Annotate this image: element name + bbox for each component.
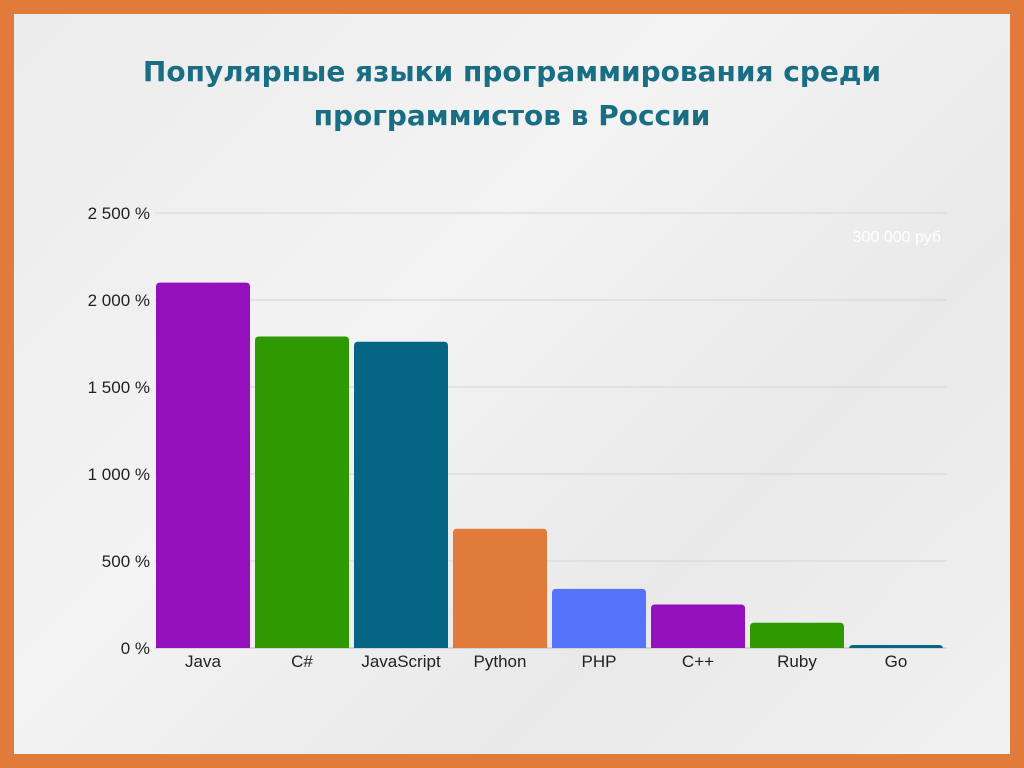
y-tick-label: 2 000 % bbox=[88, 291, 150, 310]
y-tick-label: 500 % bbox=[102, 552, 150, 571]
bar-c bbox=[651, 604, 745, 648]
chart-title: Популярные языки программирования среди … bbox=[0, 50, 1024, 138]
x-tick-label: Java bbox=[185, 652, 221, 671]
bar-java bbox=[156, 282, 250, 648]
x-tick-label: Go bbox=[885, 652, 908, 671]
x-tick-label: C# bbox=[291, 652, 313, 671]
bar-python bbox=[453, 528, 547, 648]
bar-php bbox=[552, 588, 646, 648]
y-tick-label: 2 500 % bbox=[88, 204, 150, 223]
x-tick-label: C++ bbox=[682, 652, 714, 671]
bar-c bbox=[255, 336, 349, 648]
x-tick-label: PHP bbox=[582, 652, 617, 671]
x-tick-label: Python bbox=[474, 652, 527, 671]
y-tick-label: 1 500 % bbox=[88, 378, 150, 397]
chart-title-line-2: программистов в России bbox=[313, 99, 711, 132]
bar-javascript bbox=[354, 341, 448, 648]
x-tick-label: Ruby bbox=[777, 652, 817, 671]
y-tick-label: 1 000 % bbox=[88, 465, 150, 484]
x-tick-label: JavaScript bbox=[361, 652, 441, 671]
bar-ruby bbox=[750, 622, 844, 648]
chart-title-line-1: Популярные языки программирования среди bbox=[142, 55, 882, 88]
bar-go bbox=[849, 645, 943, 649]
annotation-label: 300 000 руб bbox=[853, 229, 941, 246]
y-tick-label: 0 % bbox=[121, 639, 150, 658]
